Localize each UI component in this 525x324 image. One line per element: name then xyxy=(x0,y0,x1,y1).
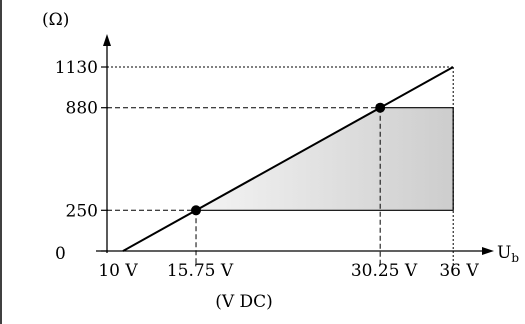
operating-point-0 xyxy=(191,205,202,216)
y-tick-label-2: 880 xyxy=(66,99,98,119)
y-tick-label-3: 1130 xyxy=(55,58,98,78)
x-tick-label-0: 10 V xyxy=(98,261,138,281)
x-axis-arrow xyxy=(482,247,494,255)
x-axis-label: Ub xyxy=(497,243,519,265)
x-tick-label-1: 15.75 V xyxy=(167,261,234,281)
series-line-0 xyxy=(122,66,454,252)
y-axis-arrow xyxy=(103,34,111,46)
x-tick-label-3: 36 V xyxy=(439,261,479,281)
x-tick-label-2: 30.25 V xyxy=(351,261,418,281)
shaded-operating-region xyxy=(193,107,454,211)
x-axis-label-subscript: b xyxy=(511,251,519,265)
y-tick-label-1: 250 xyxy=(66,201,98,221)
unit-label: (V DC) xyxy=(215,292,273,312)
y-axis-label: (Ω) xyxy=(42,10,69,30)
y-tick-label-0: 0 xyxy=(55,244,66,264)
operating-point-1 xyxy=(375,102,386,113)
